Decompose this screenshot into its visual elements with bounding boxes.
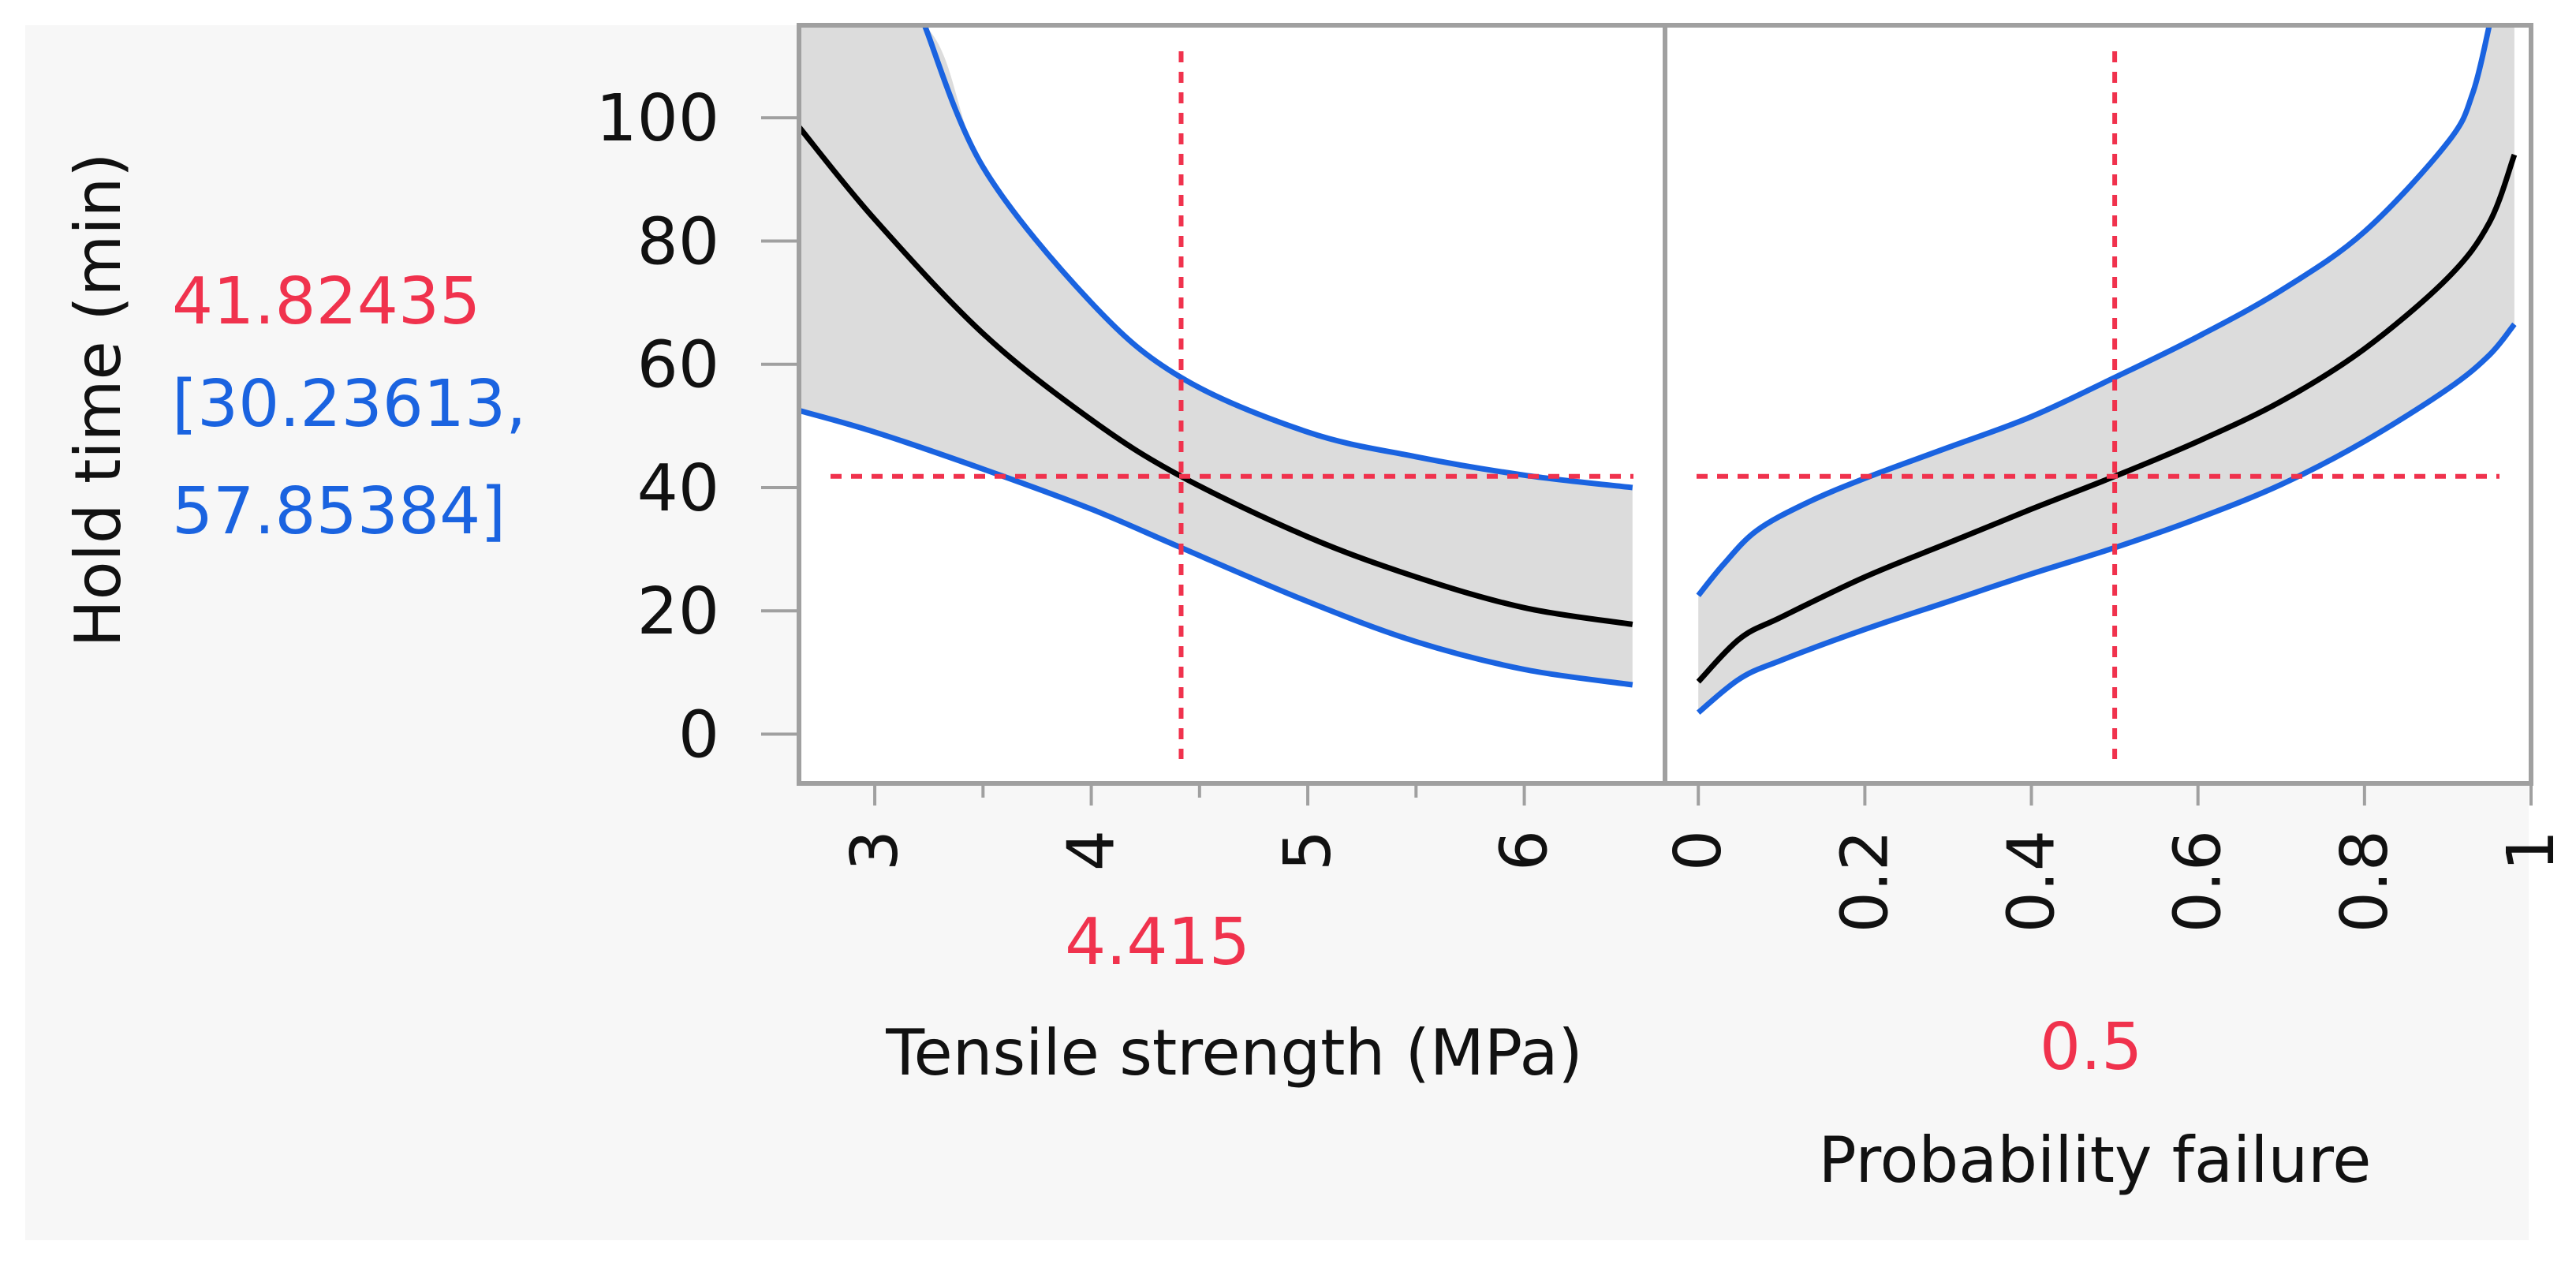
panel-2-confidence-band bbox=[1698, 25, 2514, 713]
panel-1-upper-ci-line bbox=[921, 25, 1633, 491]
panel-1-confidence-band bbox=[799, 25, 1633, 685]
y-tick-label: 100 bbox=[595, 81, 719, 156]
y-tick-label: 20 bbox=[637, 574, 719, 649]
panel-1-current-x-value: 4.415 bbox=[1065, 905, 1250, 980]
panel-2-x-tick-label: 0.8 bbox=[2328, 830, 2402, 933]
panel-2-x-tick-label: 0.4 bbox=[1995, 830, 2070, 933]
y-axis-title: Hold time (min) bbox=[62, 153, 135, 648]
response-ci-lower: [30.23613, bbox=[172, 367, 526, 442]
y-tick-label: 60 bbox=[637, 328, 719, 403]
response-value: 41.82435 bbox=[172, 264, 480, 339]
panel-2-upper-ci-line bbox=[1696, 25, 2492, 597]
panel-1-lower-ci-line bbox=[799, 407, 1633, 688]
panel-2-x-tick-label: 0.2 bbox=[1827, 830, 1902, 933]
response-ci-upper: 57.85384] bbox=[172, 474, 506, 549]
panel-1-x-tick-label: 4 bbox=[1055, 830, 1129, 871]
panel-2-current-x-value: 0.5 bbox=[2040, 1010, 2142, 1085]
panel-2-x-tick-label: 0.6 bbox=[2161, 830, 2236, 933]
y-tick-label: 0 bbox=[678, 697, 719, 772]
panel-2-prediction-line bbox=[1696, 153, 2518, 684]
panel-1-prediction-line bbox=[799, 125, 1633, 627]
y-tick-label: 80 bbox=[637, 204, 719, 279]
panel-2-x-tick-label: 0 bbox=[1661, 830, 1736, 871]
y-tick-label: 40 bbox=[637, 451, 719, 526]
panel-1-x-axis-title: Tensile strength (MPa) bbox=[885, 1016, 1582, 1090]
panel-1-curves bbox=[799, 25, 1633, 688]
panel-1-x-tick-label: 6 bbox=[1488, 830, 1562, 871]
panel-1-x-tick-label: 3 bbox=[838, 830, 913, 871]
panel-2-x-axis-title: Probability failure bbox=[1818, 1123, 2371, 1197]
panel-2-x-tick-label: 1 bbox=[2494, 830, 2569, 871]
panel-1-x-tick-label: 5 bbox=[1271, 830, 1346, 871]
